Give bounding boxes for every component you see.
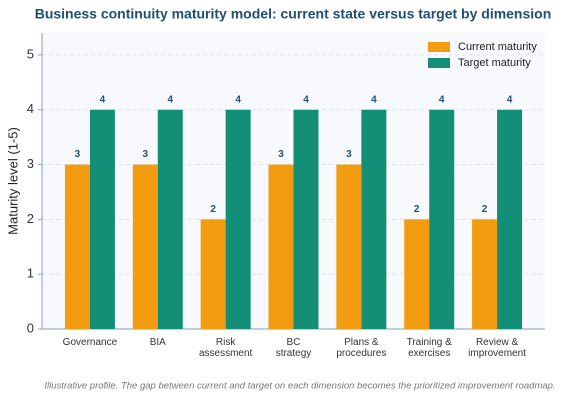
- bar: [200, 219, 226, 329]
- x-tick-label: Review & improvement: [468, 337, 526, 359]
- x-tick-label: Training & exercises: [406, 337, 452, 359]
- y-axis-label: Maturity level (1-5): [5, 127, 20, 235]
- value-label: 4: [168, 94, 174, 105]
- bar: [157, 109, 183, 329]
- value-label: 4: [235, 94, 241, 105]
- bar: [497, 109, 523, 329]
- legend-label: Current maturity: [458, 41, 537, 53]
- value-label: 4: [371, 94, 377, 105]
- y-tick-label: 2: [27, 211, 34, 226]
- footnote: Illustrative profile. The gap between cu…: [44, 381, 555, 392]
- value-label: 3: [143, 149, 149, 160]
- value-label: 3: [278, 149, 284, 160]
- bar: [472, 219, 498, 329]
- y-tick-label: 4: [27, 101, 34, 116]
- bar: [336, 164, 362, 329]
- x-tick-label: Governance: [62, 337, 118, 348]
- bar: [293, 109, 319, 329]
- x-tick-label: Risk assessment: [198, 337, 253, 359]
- legend-swatch: [428, 58, 450, 68]
- chart-title: Business continuity maturity model: curr…: [35, 6, 552, 22]
- value-label: 2: [210, 204, 216, 215]
- x-tick-label: BIA: [149, 337, 166, 348]
- x-tick-label: Plans & procedures: [336, 337, 387, 359]
- bar: [268, 164, 294, 329]
- value-label: 3: [346, 149, 352, 160]
- value-label: 3: [75, 149, 81, 160]
- value-label: 2: [482, 204, 488, 215]
- y-tick-label: 3: [27, 156, 34, 171]
- bar: [89, 109, 115, 329]
- y-tick-label: 5: [27, 46, 34, 61]
- legend-swatch: [428, 42, 450, 52]
- bar: [132, 164, 158, 329]
- value-label: 4: [507, 94, 513, 105]
- value-label: 4: [439, 94, 445, 105]
- x-tick-label: BC strategy: [275, 337, 312, 359]
- value-label: 2: [414, 204, 420, 215]
- y-tick-label: 0: [27, 320, 34, 335]
- bar: [225, 109, 251, 329]
- bar: [429, 109, 455, 329]
- legend-label: Target maturity: [458, 57, 531, 69]
- bar: [404, 219, 430, 329]
- value-label: 4: [100, 94, 106, 105]
- bar: [361, 109, 387, 329]
- value-label: 4: [303, 94, 309, 105]
- y-tick-label: 1: [27, 266, 34, 281]
- bar: [64, 164, 90, 329]
